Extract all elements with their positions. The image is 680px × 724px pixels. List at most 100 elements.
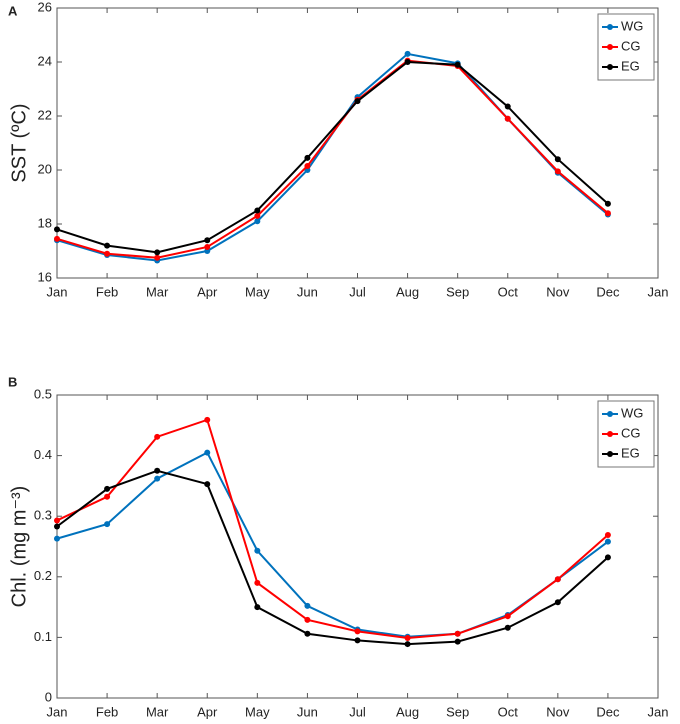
data-point xyxy=(104,242,111,249)
x-tick-label: Sep xyxy=(446,704,469,719)
y-tick-label: 24 xyxy=(38,53,52,68)
data-point xyxy=(204,243,211,250)
data-point xyxy=(154,475,161,482)
x-tick-label: Jul xyxy=(349,704,366,719)
data-point xyxy=(454,630,461,637)
data-point xyxy=(604,210,611,217)
data-point xyxy=(604,538,611,545)
y-tick-label: 18 xyxy=(38,215,52,230)
data-point xyxy=(54,535,60,542)
data-point xyxy=(54,523,60,530)
x-tick-label: Nov xyxy=(546,284,570,299)
data-point xyxy=(254,547,261,554)
x-tick-label: Jun xyxy=(297,284,318,299)
x-tick-label: Jun xyxy=(297,704,318,719)
data-point xyxy=(504,624,511,631)
data-point xyxy=(154,254,161,261)
data-point xyxy=(154,467,161,474)
data-point xyxy=(304,630,311,637)
y-tick-label: 0.5 xyxy=(34,386,52,401)
x-tick-label: Oct xyxy=(498,284,519,299)
x-tick-label: Jan xyxy=(47,284,68,299)
y-tick-label: 0 xyxy=(45,689,52,704)
x-tick-label: Aug xyxy=(396,284,419,299)
series-line xyxy=(56,52,609,262)
y-tick-label: 22 xyxy=(38,107,52,122)
legend-label: CG xyxy=(621,38,641,53)
data-point xyxy=(254,579,261,586)
series-line xyxy=(56,451,609,638)
legend-label: WG xyxy=(621,405,643,420)
legend-marker xyxy=(607,44,613,50)
y-tick-label: 0.2 xyxy=(34,568,52,583)
x-tick-label: Mar xyxy=(146,284,169,299)
x-tick-label: Dec xyxy=(596,284,620,299)
legend-label: EG xyxy=(621,58,640,73)
x-tick-label: Aug xyxy=(396,704,419,719)
x-tick-label: Dec xyxy=(596,704,620,719)
data-point xyxy=(54,235,60,242)
x-tick-label: Jan xyxy=(648,284,669,299)
data-point xyxy=(304,616,311,623)
x-tick-label: Oct xyxy=(498,704,519,719)
data-point xyxy=(354,628,361,635)
x-tick-label: Nov xyxy=(546,704,570,719)
series-line xyxy=(56,60,609,254)
data-point xyxy=(204,237,211,244)
legend-marker xyxy=(607,24,613,30)
y-tick-label: 20 xyxy=(38,161,52,176)
y-axis-label: Chl. (mg m⁻³) xyxy=(8,486,30,608)
data-point xyxy=(554,156,561,163)
y-tick-label: 26 xyxy=(38,0,52,14)
data-point xyxy=(504,613,511,620)
data-point xyxy=(404,59,411,65)
data-point xyxy=(104,493,111,500)
x-tick-label: Apr xyxy=(197,284,218,299)
data-point xyxy=(154,249,161,256)
data-point xyxy=(404,50,411,57)
panel-label: A xyxy=(8,3,18,18)
series-line xyxy=(56,469,609,646)
x-tick-label: Apr xyxy=(197,704,218,719)
y-tick-label: 0.3 xyxy=(34,508,52,523)
x-tick-label: May xyxy=(245,284,270,299)
data-point xyxy=(354,98,361,105)
data-point xyxy=(304,602,311,609)
data-point xyxy=(354,637,361,644)
y-axis-label: SST (ºC) xyxy=(8,103,30,182)
x-tick-label: May xyxy=(245,704,270,719)
x-tick-label: Jan xyxy=(648,704,669,719)
data-point xyxy=(204,416,211,423)
data-point xyxy=(104,485,111,492)
x-tick-label: Feb xyxy=(96,284,118,299)
data-point xyxy=(404,641,411,648)
data-point xyxy=(554,168,561,175)
series-line xyxy=(56,59,609,259)
data-point xyxy=(104,250,111,257)
x-tick-label: Jul xyxy=(349,284,366,299)
data-point xyxy=(154,433,161,440)
legend-label: EG xyxy=(621,445,640,460)
data-point xyxy=(454,61,461,68)
legend-marker xyxy=(607,451,613,457)
series-line xyxy=(56,418,609,640)
data-point xyxy=(254,207,261,214)
data-point xyxy=(254,218,261,225)
data-point xyxy=(54,226,60,233)
x-tick-label: Feb xyxy=(96,704,118,719)
data-point xyxy=(454,638,461,645)
plot-area xyxy=(56,7,659,279)
data-point xyxy=(404,635,411,642)
x-tick-label: Jan xyxy=(47,704,68,719)
data-point xyxy=(604,554,611,561)
data-point xyxy=(604,531,611,538)
legend-label: WG xyxy=(621,18,643,33)
legend-marker xyxy=(607,411,613,417)
data-point xyxy=(504,115,511,122)
x-tick-label: Mar xyxy=(146,704,169,719)
data-point xyxy=(554,576,561,583)
x-tick-label: Sep xyxy=(446,284,469,299)
data-point xyxy=(554,599,561,606)
y-tick-label: 16 xyxy=(38,269,52,284)
